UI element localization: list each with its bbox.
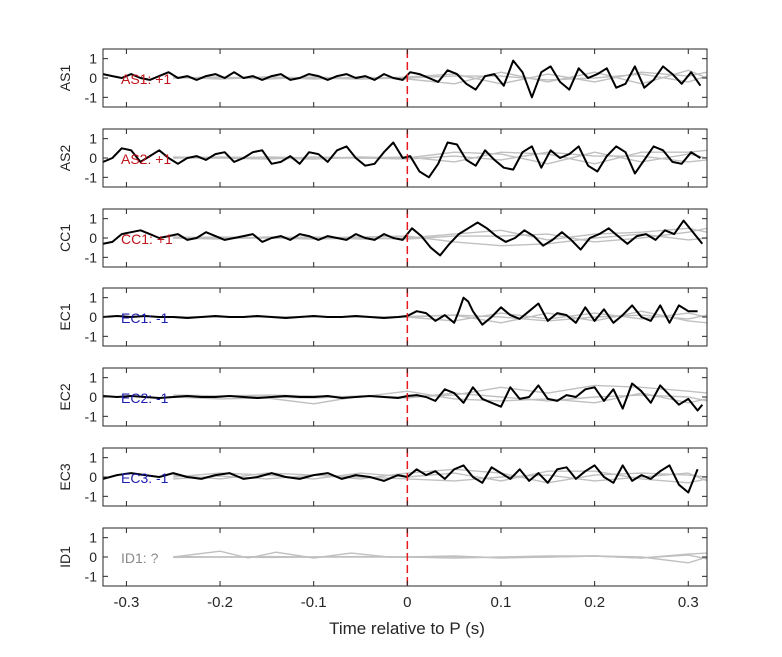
x-axis-tick-labels: -0.3 -0.2 -0.1 0 0.1 0.2 0.3 — [113, 594, 698, 611]
background-trace-3 — [173, 554, 707, 560]
background-trace-3 — [173, 472, 707, 482]
y-tick-label: -1 — [85, 89, 98, 105]
y-tick-label: 0 — [89, 150, 97, 166]
y-tick-label: 0 — [89, 469, 97, 485]
x-tick-label: 0.2 — [584, 594, 605, 611]
y-axis-label: AS2 — [57, 145, 73, 172]
panel-ec3: 1 0 -1 EC3 EC3: -1 — [57, 447, 708, 507]
y-tick-label: -1 — [85, 568, 98, 584]
panel-annotation: AS2: +1 — [121, 151, 171, 167]
x-tick-label: 0.1 — [491, 594, 512, 611]
main-trace — [103, 464, 699, 494]
y-axis-label: CC1 — [57, 224, 73, 252]
x-axis-label: Time relative to P (s) — [329, 619, 485, 638]
y-axis-label: EC1 — [57, 303, 73, 330]
background-trace-3 — [173, 227, 707, 243]
background-trace-2 — [173, 149, 707, 165]
x-tick-label: 0 — [403, 594, 411, 611]
y-tick-label: -1 — [85, 408, 98, 424]
panel-annotation: AS1: +1 — [121, 71, 171, 87]
y-tick-label: 1 — [89, 530, 97, 546]
panel-cc1: 1 0 -1 CC1 CC1: +1 — [57, 208, 708, 268]
y-tick-label: -1 — [85, 169, 98, 185]
y-tick-label: 0 — [89, 230, 97, 246]
panel-as1: 1 0 -1 AS1 AS1: +1 — [57, 48, 708, 108]
panels-group: 1 0 -1 AS1 AS1: +1 1 0 -1 AS2 AS2: +1 1 0 -1 CC1 CC1: … — [57, 48, 708, 587]
panel-ec2: 1 0 -1 EC2 EC2: -1 — [57, 367, 708, 427]
panel-plot-area — [103, 141, 707, 179]
main-trace — [103, 296, 698, 326]
panel-plot-area — [103, 59, 707, 99]
y-tick-label: 0 — [89, 389, 97, 405]
main-trace — [103, 219, 704, 257]
panel-annotation: EC1: -1 — [121, 310, 169, 326]
main-trace — [103, 59, 702, 99]
y-axis-label: AS1 — [57, 65, 73, 92]
panel-annotation: EC2: -1 — [121, 390, 169, 406]
panel-plot-area — [103, 464, 707, 494]
y-tick-label: 0 — [89, 549, 97, 565]
y-tick-label: 1 — [89, 370, 97, 386]
x-tick-label: -0.3 — [113, 594, 139, 611]
panel-plot-area — [173, 550, 707, 564]
x-tick-label: 0.3 — [678, 594, 699, 611]
background-trace-2 — [173, 555, 707, 564]
panel-plot-area — [103, 296, 707, 326]
y-axis-label: EC3 — [57, 463, 73, 490]
panel-ec1: 1 0 -1 EC1 EC1: -1 — [57, 287, 708, 347]
y-tick-label: 0 — [89, 309, 97, 325]
y-tick-label: 1 — [89, 211, 97, 227]
main-trace — [103, 382, 704, 412]
panel-plot-area — [103, 382, 707, 412]
y-tick-label: 1 — [89, 290, 97, 306]
x-tick-label: -0.2 — [207, 594, 233, 611]
panel-annotation: CC1: +1 — [121, 231, 173, 247]
background-trace-2 — [173, 390, 707, 404]
y-tick-label: -1 — [85, 488, 98, 504]
y-tick-label: 1 — [89, 51, 97, 67]
y-axis-label: ID1 — [57, 546, 73, 568]
x-tick-label: -0.1 — [301, 594, 327, 611]
y-tick-label: 0 — [89, 70, 97, 86]
panel-annotation: EC3: -1 — [121, 470, 169, 486]
y-tick-label: 1 — [89, 450, 97, 466]
y-tick-label: -1 — [85, 249, 98, 265]
panel-annotation: ID1: ? — [121, 550, 159, 566]
y-tick-label: 1 — [89, 131, 97, 147]
panel-id1: 1 0 -1 ID1 ID1: ? — [57, 527, 708, 587]
panel-plot-area — [103, 219, 707, 257]
y-tick-label: -1 — [85, 328, 98, 344]
y-axis-label: EC2 — [57, 383, 73, 410]
main-trace — [103, 141, 701, 179]
panel-as2: 1 0 -1 AS2 AS2: +1 — [57, 128, 708, 188]
